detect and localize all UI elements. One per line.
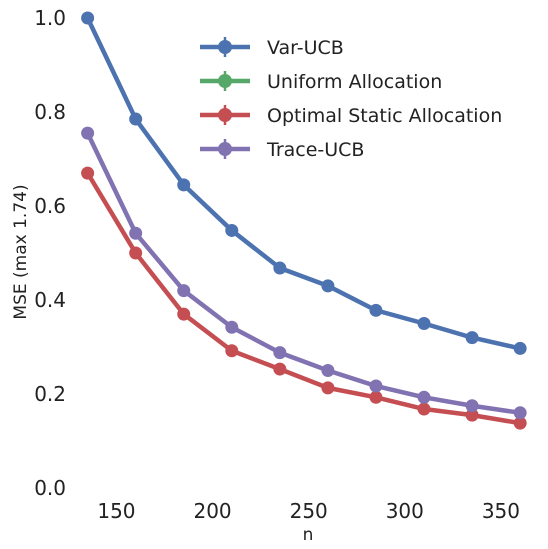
x-tick-label: 250 <box>290 499 328 523</box>
legend-marker <box>218 142 232 156</box>
series-var-ucb <box>81 11 527 355</box>
data-point <box>465 331 479 345</box>
series-line <box>85 170 523 426</box>
x-tick-label: 200 <box>193 499 231 523</box>
y-axis-label: MSE (max 1.74) <box>11 184 31 319</box>
data-point <box>321 279 335 293</box>
legend: Var-UCB Uniform Allocation Optimal Static … <box>200 37 502 161</box>
data-point <box>177 284 191 298</box>
data-point <box>81 126 95 140</box>
data-point <box>273 346 287 360</box>
data-point <box>225 344 239 358</box>
series-optimal-static-allocation <box>81 166 527 430</box>
data-point <box>273 362 287 376</box>
series-line <box>85 15 523 351</box>
x-tick-label: 300 <box>386 499 424 523</box>
legend-item: Var-UCB <box>200 37 344 59</box>
legend-marker <box>218 40 232 54</box>
y-axis-ticks: 0.0 0.2 0.4 0.6 0.8 1.0 <box>34 6 66 500</box>
data-point <box>225 320 239 334</box>
data-point <box>369 379 383 393</box>
legend-item: Uniform Allocation <box>200 71 442 93</box>
legend-label: Var-UCB <box>267 37 344 59</box>
y-tick-label: 0.2 <box>34 382 66 406</box>
data-point <box>129 112 143 126</box>
data-point <box>417 390 431 404</box>
y-tick-label: 0.6 <box>34 194 66 218</box>
data-point <box>129 226 143 240</box>
series-line <box>85 130 523 416</box>
data-point <box>225 223 239 237</box>
data-point <box>513 416 527 430</box>
y-tick-label: 0.4 <box>34 288 66 312</box>
legend-label: Uniform Allocation <box>267 71 442 93</box>
data-point <box>513 406 527 420</box>
legend-label: Trace-UCB <box>266 139 364 161</box>
data-point <box>321 381 335 395</box>
data-point <box>321 364 335 377</box>
legend-marker <box>218 108 232 122</box>
data-point <box>81 166 95 180</box>
y-tick-label: 1.0 <box>34 6 66 30</box>
x-tick-label: 350 <box>482 499 520 523</box>
legend-label: Optimal Static Allocation <box>267 105 502 127</box>
data-point <box>465 399 479 413</box>
data-point <box>177 178 191 192</box>
data-point <box>369 303 383 317</box>
data-point <box>177 307 191 321</box>
legend-marker <box>218 74 232 88</box>
y-tick-label: 0.8 <box>34 100 66 124</box>
x-tick-label: 150 <box>97 499 135 523</box>
data-point <box>129 246 143 260</box>
data-point <box>417 317 431 330</box>
data-point <box>417 402 431 416</box>
x-axis-label: n <box>303 525 314 545</box>
data-point <box>513 341 527 355</box>
legend-item: Optimal Static Allocation <box>200 105 502 127</box>
data-point <box>465 408 479 422</box>
y-tick-label: 0.0 <box>34 476 66 500</box>
data-point <box>369 390 383 404</box>
plot-area <box>81 11 527 430</box>
legend-item: Trace-UCB <box>200 139 364 161</box>
data-point <box>81 11 95 25</box>
data-point <box>273 261 287 275</box>
x-axis-ticks: 150 200 250 300 350 <box>97 499 520 523</box>
series-trace-ucb <box>81 126 527 420</box>
